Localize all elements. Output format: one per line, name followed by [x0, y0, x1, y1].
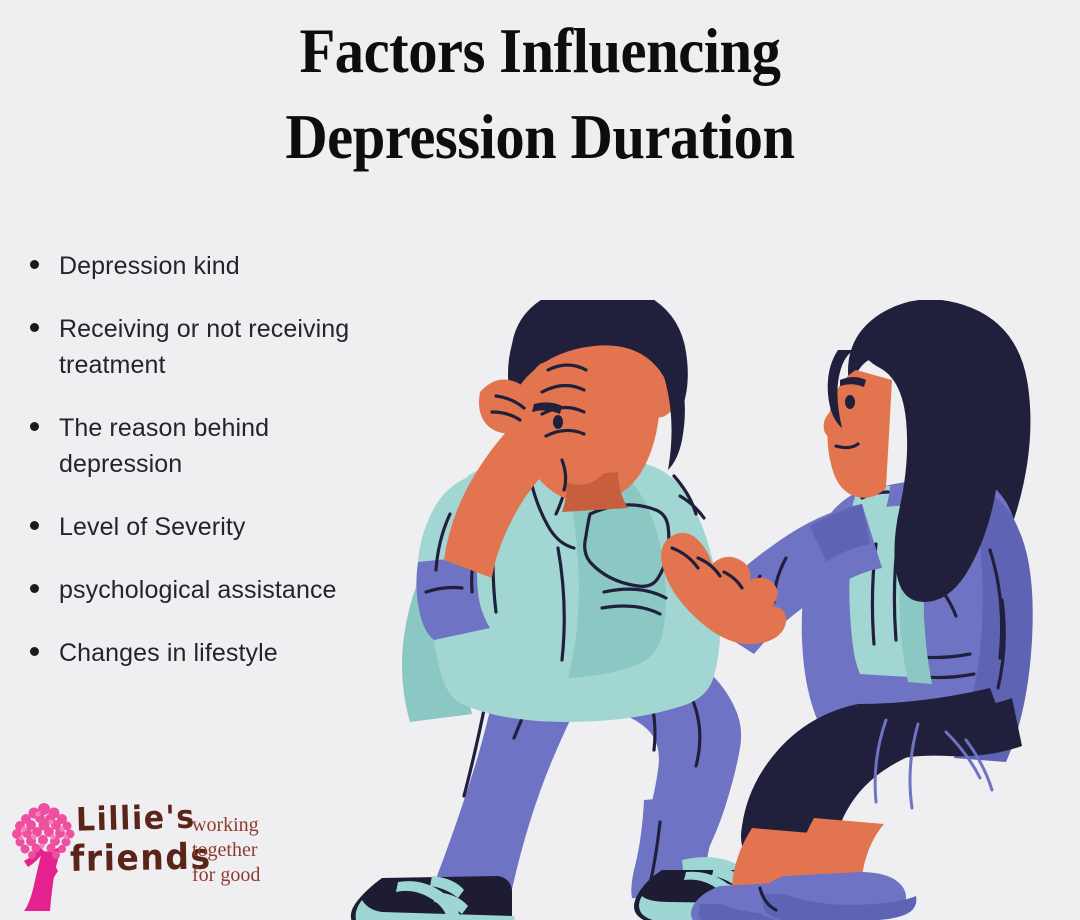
logo-tagline: working together for good — [192, 813, 260, 888]
logo-wordmark: Lillie's friends — [70, 798, 212, 879]
title-line-1: Factors Influencing — [299, 16, 781, 86]
bullet-dot-icon — [30, 521, 39, 530]
list-item-label: Level of Severity — [59, 513, 246, 541]
list-item-label: Receiving or not receiving treatment — [59, 315, 350, 379]
list-item-label: The reason behind depression — [59, 414, 270, 478]
bullet-dot-icon — [30, 260, 39, 269]
list-item: Changes in lifestyle — [30, 635, 430, 671]
list-item-label: Depression kind — [59, 252, 240, 280]
logo-name-line-1: Lillie's — [75, 798, 197, 840]
list-item: Receiving or not receiving treatment — [30, 311, 430, 383]
organization-logo: Lillie's friends working together for go… — [4, 795, 294, 915]
factors-list: Depression kind Receiving or not receivi… — [30, 248, 430, 698]
tagline-line-2: together — [192, 839, 258, 861]
list-item-label: Changes in lifestyle — [59, 639, 278, 667]
tagline-line-1: working — [192, 814, 259, 836]
list-item-label: psychological assistance — [59, 576, 337, 604]
list-item: psychological assistance — [30, 572, 430, 608]
bullet-dot-icon — [30, 647, 39, 656]
list-item: Level of Severity — [30, 509, 430, 545]
title-line-2: Depression Duration — [285, 102, 795, 172]
man-comforted-by-woman-illustration: .sk { fill:#e2744f; } .skd { fill:#c75f3… — [290, 300, 1080, 920]
tagline-line-3: for good — [192, 864, 261, 886]
list-item: Depression kind — [30, 248, 430, 284]
logo-name-line-2: friends — [69, 834, 212, 880]
page-title: Factors Influencing Depression Duration — [0, 8, 1080, 180]
bullet-dot-icon — [30, 422, 39, 431]
bullet-dot-icon — [30, 584, 39, 593]
blossom-tree-icon — [6, 797, 84, 912]
bullet-dot-icon — [30, 323, 39, 332]
list-item: The reason behind depression — [30, 410, 430, 482]
